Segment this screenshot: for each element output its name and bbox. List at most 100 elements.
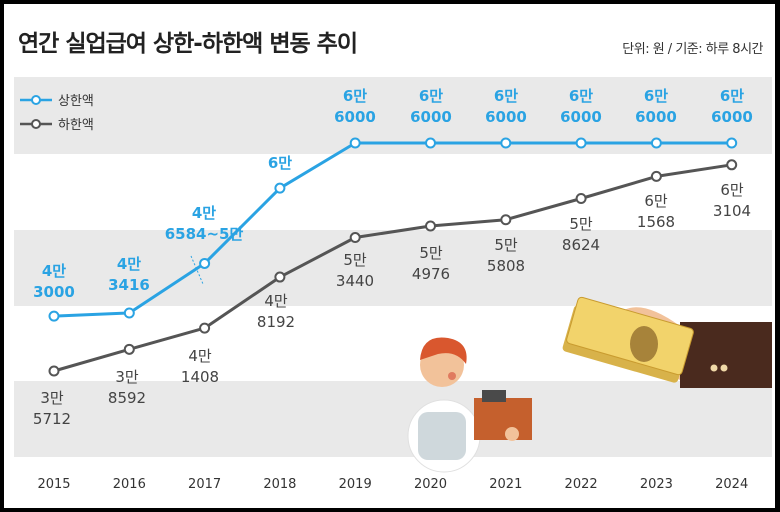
data-label-line: 3440: [336, 272, 374, 290]
legend-label-lower: 하한액: [58, 118, 94, 133]
data-label-line: 6만: [644, 87, 668, 105]
x-tick-label-2018: 2018: [263, 477, 296, 492]
data-label-line: 1568: [637, 213, 675, 231]
data-point-lower-2016: [123, 343, 135, 355]
data-label-line: 8592: [108, 389, 146, 407]
data-point-upper-2020: [425, 137, 436, 149]
legend-label-upper: 상한액: [58, 94, 94, 109]
data-label-line: 5712: [33, 410, 71, 428]
data-label-line: 4만: [117, 255, 141, 273]
x-tick-label-2015: 2015: [37, 477, 70, 492]
data-point-upper-2022: [575, 137, 587, 149]
data-label-lower-2024: 6만 3104: [713, 181, 751, 220]
x-tick-label-2019: 2019: [339, 477, 372, 492]
data-label-lower-2018: 4만 8192: [257, 292, 295, 331]
data-point-upper-2018: [274, 182, 286, 194]
data-label-line: 5만: [419, 244, 443, 262]
unit-note: 단위: 원 / 기준: 하루 8시간: [622, 42, 763, 57]
data-label-line: 1408: [181, 368, 219, 386]
data-label-line: 6584~5만: [165, 225, 244, 243]
data-label-line: 6만: [419, 87, 443, 105]
data-point-lower-2020: [425, 220, 436, 232]
worker-with-box-illustration: [407, 337, 532, 473]
data-point-lower-2018: [274, 271, 286, 283]
data-point-lower-2022: [575, 193, 587, 205]
data-label-line: 6만: [720, 181, 744, 199]
grid-band-3: [14, 381, 772, 457]
data-label-upper-2023: 6만 6000: [635, 87, 677, 126]
data-point-upper-2021: [500, 137, 512, 149]
data-label-line: 5만: [569, 215, 593, 233]
data-label-line: 3104: [713, 202, 751, 220]
data-point-upper-2017: [199, 257, 211, 269]
legend-marker-upper: [31, 95, 41, 105]
x-tick-label-2024: 2024: [715, 477, 748, 492]
data-label-line: 5808: [487, 257, 525, 275]
data-label-upper-2019: 6만 6000: [334, 87, 376, 126]
data-label-line: 6000: [334, 108, 376, 126]
data-label-line: 6000: [410, 108, 452, 126]
data-label-line: 5만: [494, 236, 518, 254]
data-label-line: 3000: [33, 283, 75, 301]
data-label-upper-2022: 6만 6000: [560, 87, 602, 126]
data-label-lower-2022: 5만 8624: [562, 215, 600, 254]
grid-band-1: [14, 77, 772, 154]
data-label-line: 4만: [192, 204, 216, 222]
legend-marker-lower: [31, 119, 41, 129]
data-point-upper-2016: [123, 307, 135, 319]
data-label-upper-2024: 6만 6000: [711, 87, 753, 126]
data-label-line: 6만: [343, 87, 367, 105]
data-label-line: 4만: [264, 292, 288, 310]
data-label-line: 6만: [569, 87, 593, 105]
data-label-line: 6만: [268, 154, 292, 172]
data-label-line: 6000: [560, 108, 602, 126]
data-point-lower-2015: [48, 365, 60, 377]
x-tick-label-2021: 2021: [489, 477, 522, 492]
data-label-line: 4만: [42, 262, 66, 280]
data-label-line: 8192: [257, 313, 295, 331]
data-point-lower-2019: [349, 232, 361, 244]
x-tick-label-2016: 2016: [113, 477, 146, 492]
data-label-upper-2015: 4만 3000: [33, 262, 75, 301]
data-point-upper-2015: [48, 310, 60, 322]
data-label-line: 3만: [40, 389, 64, 407]
data-label-upper-2020: 6만 6000: [410, 87, 452, 126]
grid-band-2: [14, 230, 772, 306]
cash-handout-illustration: [562, 296, 772, 388]
chart-title: 연간 실업급여 상한-하한액 변동 추이: [18, 31, 358, 57]
data-label-line: 4만: [188, 347, 212, 365]
data-label-lower-2015: 3만 5712: [33, 389, 71, 428]
data-label-line: 8624: [562, 236, 600, 254]
data-label-upper-2016: 4만 3416: [108, 255, 150, 294]
data-point-lower-2021: [500, 214, 512, 226]
data-label-lower-2019: 5만 3440: [336, 251, 374, 290]
data-point-lower-2023: [650, 170, 662, 182]
data-label-line: 6만: [494, 87, 518, 105]
data-label-line: 6000: [635, 108, 677, 126]
series-line-lower: [53, 163, 732, 373]
data-label-lower-2016: 3만 8592: [108, 368, 146, 407]
data-label-upper-2018: 6만: [268, 154, 292, 172]
x-tick-label-2022: 2022: [565, 477, 598, 492]
x-tick-label-2020: 2020: [414, 477, 447, 492]
data-label-lower-2020: 5만 4976: [412, 244, 450, 283]
data-label-line: 6000: [485, 108, 527, 126]
data-point-lower-2017: [199, 322, 211, 334]
label-leader-2017: [190, 255, 204, 285]
x-tick-label-2017: 2017: [188, 477, 221, 492]
data-label-line: 3416: [108, 276, 150, 294]
data-label-lower-2017: 4만 1408: [181, 347, 219, 386]
data-label-line: 6000: [711, 108, 753, 126]
data-point-lower-2024: [726, 159, 738, 171]
series-line-upper: [53, 141, 732, 318]
x-tick-label-2023: 2023: [640, 477, 673, 492]
data-label-line: 4976: [412, 265, 450, 283]
data-label-lower-2021: 5만 5808: [487, 236, 525, 275]
data-label-lower-2023: 6만 1568: [637, 192, 675, 231]
data-label-upper-2021: 6만 6000: [485, 87, 527, 126]
data-label-line: 6만: [644, 192, 668, 210]
data-point-upper-2024: [726, 137, 738, 149]
data-label-line: 6만: [720, 87, 744, 105]
